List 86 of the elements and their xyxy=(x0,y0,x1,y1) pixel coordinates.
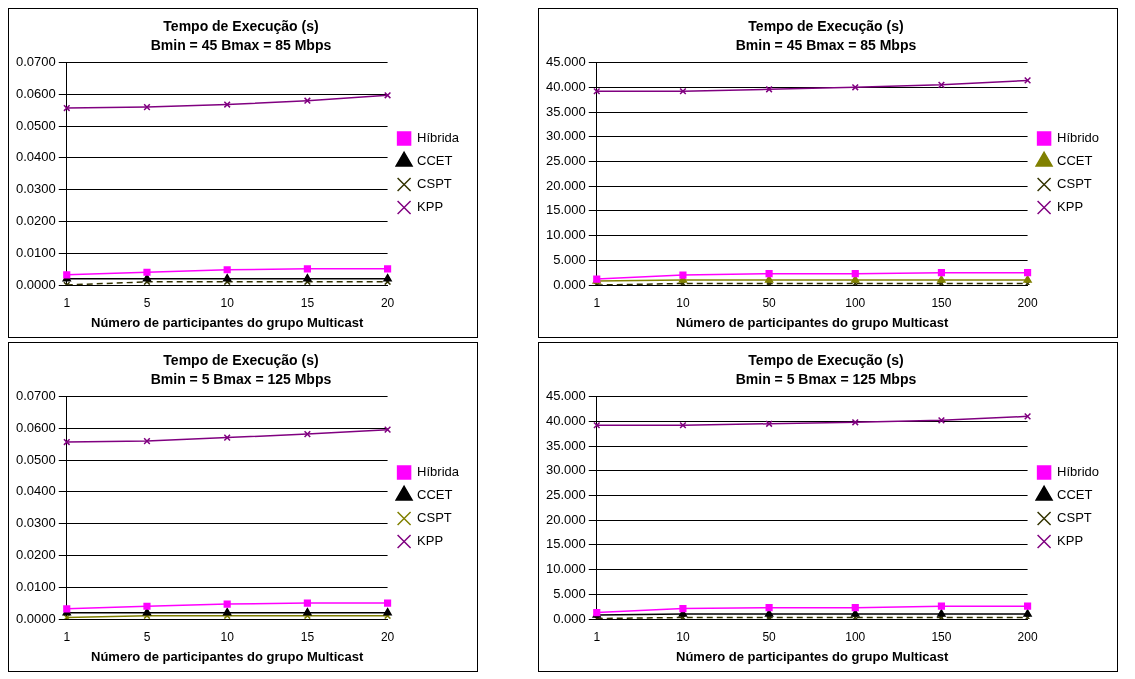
y-tick-label: 30.000 xyxy=(546,128,586,144)
x-axis-title: Número de participantes do grupo Multicast xyxy=(91,648,364,664)
y-tick-label: 15.000 xyxy=(546,202,586,218)
x-axis-title: Número de participantes do grupo Multicast xyxy=(91,314,364,330)
y-tick-label: 5.000 xyxy=(553,251,586,267)
y-tick-label: 0.0500 xyxy=(16,117,56,133)
legend-label: CCET xyxy=(1057,487,1093,503)
legend-label: Híbrido xyxy=(1057,464,1100,480)
legend-label: KPP xyxy=(417,533,444,549)
x-tick-label: 150 xyxy=(931,629,952,644)
y-tick-label: 35.000 xyxy=(546,103,586,119)
x-tick-label: 10 xyxy=(676,295,690,310)
x-tick-label: 50 xyxy=(762,295,777,310)
legend-label: CCET xyxy=(417,153,453,169)
x-axis-title: Número de participantes do grupo Multicast xyxy=(676,314,949,330)
x-tick-label: 1 xyxy=(63,629,71,644)
y-tick-label: 25.000 xyxy=(546,487,586,503)
y-tick-label: 0.0300 xyxy=(16,515,56,531)
chart-title: Tempo de Execução (s) xyxy=(163,18,319,35)
x-tick-label: 10 xyxy=(220,629,235,644)
x-tick-label: 100 xyxy=(845,629,866,644)
y-tick-label: 0.0700 xyxy=(16,54,56,70)
y-tick-label: 5.000 xyxy=(553,585,586,601)
x-tick-label: 1 xyxy=(593,295,601,310)
x-tick-label: 5 xyxy=(143,295,151,310)
legend-label: KPP xyxy=(1057,533,1084,549)
y-tick-label: 0.0100 xyxy=(16,578,56,594)
y-tick-label: 0.0700 xyxy=(16,388,56,404)
chart-title: Tempo de Execução (s) xyxy=(748,352,904,369)
legend-label: CSPT xyxy=(417,176,452,192)
legend-label: Híbrida xyxy=(417,464,460,480)
chart-subtitle: Bmin = 45 Bmax = 85 Mbps xyxy=(735,37,917,54)
y-tick-label: 0.0000 xyxy=(16,610,56,626)
y-tick-label: 25.000 xyxy=(546,153,586,169)
y-tick-label: 0.0600 xyxy=(16,85,56,101)
legend-label: CCET xyxy=(1057,153,1093,169)
x-tick-label: 20 xyxy=(380,295,395,310)
y-tick-label: 0.0300 xyxy=(16,181,56,197)
x-tick-label: 1 xyxy=(593,629,601,644)
x-tick-label: 10 xyxy=(676,629,690,644)
y-tick-label: 15.000 xyxy=(546,536,586,552)
x-tick-label: 1 xyxy=(63,295,71,310)
x-tick-label: 100 xyxy=(845,295,866,310)
y-tick-label: 40.000 xyxy=(546,78,586,94)
x-axis-title: Número de participantes do grupo Multicast xyxy=(676,648,949,664)
y-tick-label: 0.0400 xyxy=(16,483,56,499)
legend-label: KPP xyxy=(1057,199,1084,215)
x-tick-label: 20 xyxy=(380,629,395,644)
x-tick-label: 200 xyxy=(1017,629,1038,644)
y-tick-label: 10.000 xyxy=(546,227,586,243)
y-tick-label: 0.000 xyxy=(553,276,586,292)
y-tick-label: 0.0200 xyxy=(16,213,56,229)
legend-label: Híbrido xyxy=(1057,130,1100,146)
x-tick-label: 50 xyxy=(762,629,777,644)
y-tick-label: 10.000 xyxy=(546,561,586,577)
chart-subtitle: Bmin = 45 Bmax = 85 Mbps xyxy=(150,37,332,54)
y-tick-label: 0.0500 xyxy=(16,451,56,467)
y-tick-label: 45.000 xyxy=(546,54,586,70)
y-tick-label: 20.000 xyxy=(546,177,586,193)
x-tick-label: 10 xyxy=(220,295,235,310)
x-tick-label: 150 xyxy=(931,295,952,310)
legend-label: CSPT xyxy=(1057,176,1092,192)
x-tick-label: 200 xyxy=(1017,295,1038,310)
y-tick-label: 35.000 xyxy=(546,437,586,453)
y-tick-label: 45.000 xyxy=(546,388,586,404)
x-tick-label: 15 xyxy=(300,295,315,310)
chart-subtitle: Bmin = 5 Bmax = 125 Mbps xyxy=(150,371,332,388)
x-tick-label: 5 xyxy=(143,629,151,644)
chart-title: Tempo de Execução (s) xyxy=(748,18,904,35)
y-tick-label: 0.000 xyxy=(553,610,586,626)
y-tick-label: 0.0600 xyxy=(16,419,56,435)
y-tick-label: 0.0100 xyxy=(16,244,56,260)
legend-label: CSPT xyxy=(1057,510,1092,526)
y-tick-label: 0.0000 xyxy=(16,276,56,292)
chart-subtitle: Bmin = 5 Bmax = 125 Mbps xyxy=(735,371,917,388)
y-tick-label: 0.0400 xyxy=(16,149,56,165)
legend-label: KPP xyxy=(417,199,444,215)
y-tick-label: 20.000 xyxy=(546,511,586,527)
chart-title: Tempo de Execução (s) xyxy=(163,352,319,369)
x-tick-label: 15 xyxy=(300,629,315,644)
y-tick-label: 40.000 xyxy=(546,412,586,428)
y-tick-label: 0.0200 xyxy=(16,547,56,563)
legend-label: CCET xyxy=(417,487,453,503)
y-tick-label: 30.000 xyxy=(546,462,586,478)
legend-label: CSPT xyxy=(417,510,452,526)
legend-label: Híbrida xyxy=(417,130,460,146)
